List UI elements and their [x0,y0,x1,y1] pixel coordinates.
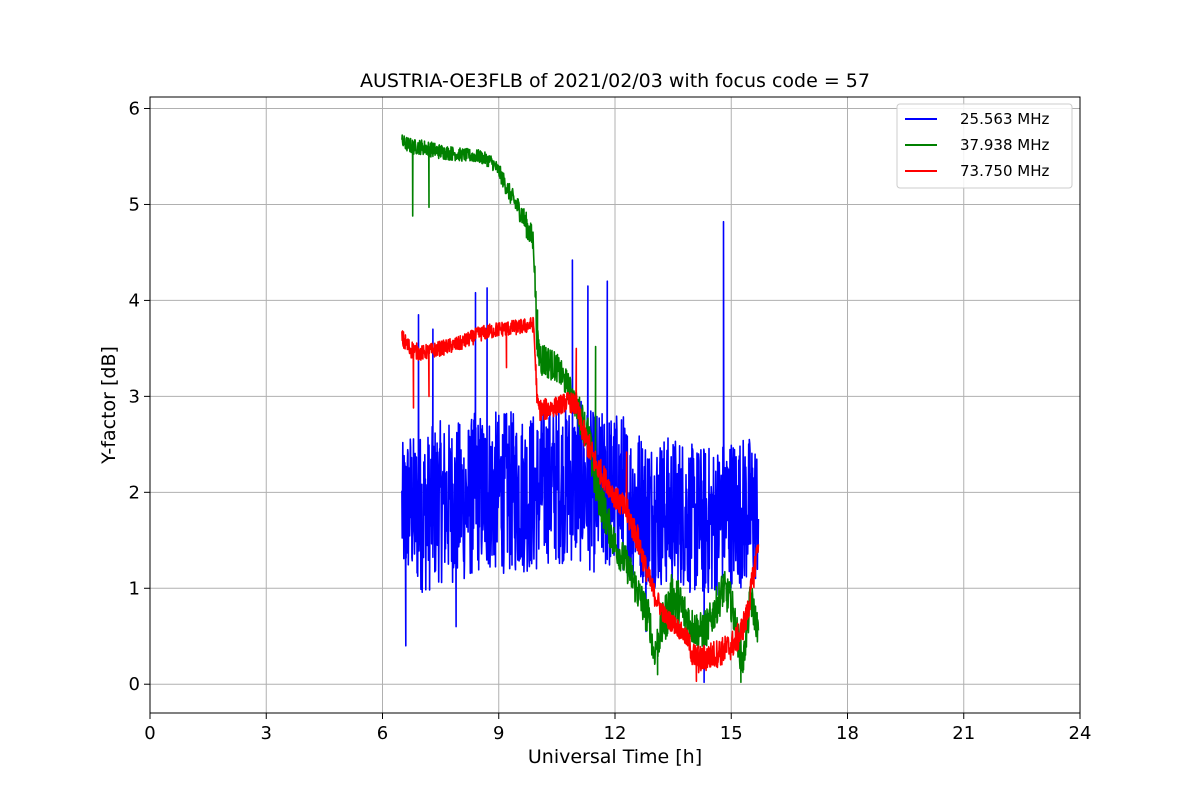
x-tick-label: 9 [493,723,504,744]
y-tick-label: 3 [129,386,140,407]
x-tick-label: 0 [144,723,155,744]
legend-entry: 37.938 MHz [960,136,1049,154]
grid [149,97,1081,713]
x-tick-label: 3 [261,723,272,744]
x-tick-label: 18 [836,723,859,744]
y-axis: 0 1 2 3 4 5 6 [129,99,150,695]
x-tick-label: 21 [952,723,975,744]
x-axis: 0 3 6 9 12 15 18 21 24 [144,713,1091,744]
y-tick-label: 5 [129,194,140,215]
x-axis-label: Universal Time [h] [528,746,702,768]
y-axis-label: Y-factor [dB] [98,346,120,465]
series-line-1 [401,134,760,684]
chart-title: AUSTRIA-OE3FLB of 2021/02/03 with focus … [360,70,870,92]
legend-entry: 73.750 MHz [960,162,1049,180]
legend: 25.563 MHz 37.938 MHz 73.750 MHz [896,103,1073,189]
legend-box [896,103,1073,189]
y-tick-label: 0 [129,674,140,695]
y-tick-label: 6 [129,99,140,120]
y-tick-label: 2 [129,482,140,503]
series-layer [401,134,760,684]
x-tick-label: 24 [1069,723,1092,744]
x-tick-label: 6 [377,723,388,744]
series-line-2 [401,316,760,683]
x-tick-label: 15 [720,723,743,744]
y-tick-label: 4 [129,290,140,311]
y-tick-label: 1 [129,578,140,599]
legend-entry: 25.563 MHz [960,110,1049,128]
x-tick-label: 12 [604,723,627,744]
